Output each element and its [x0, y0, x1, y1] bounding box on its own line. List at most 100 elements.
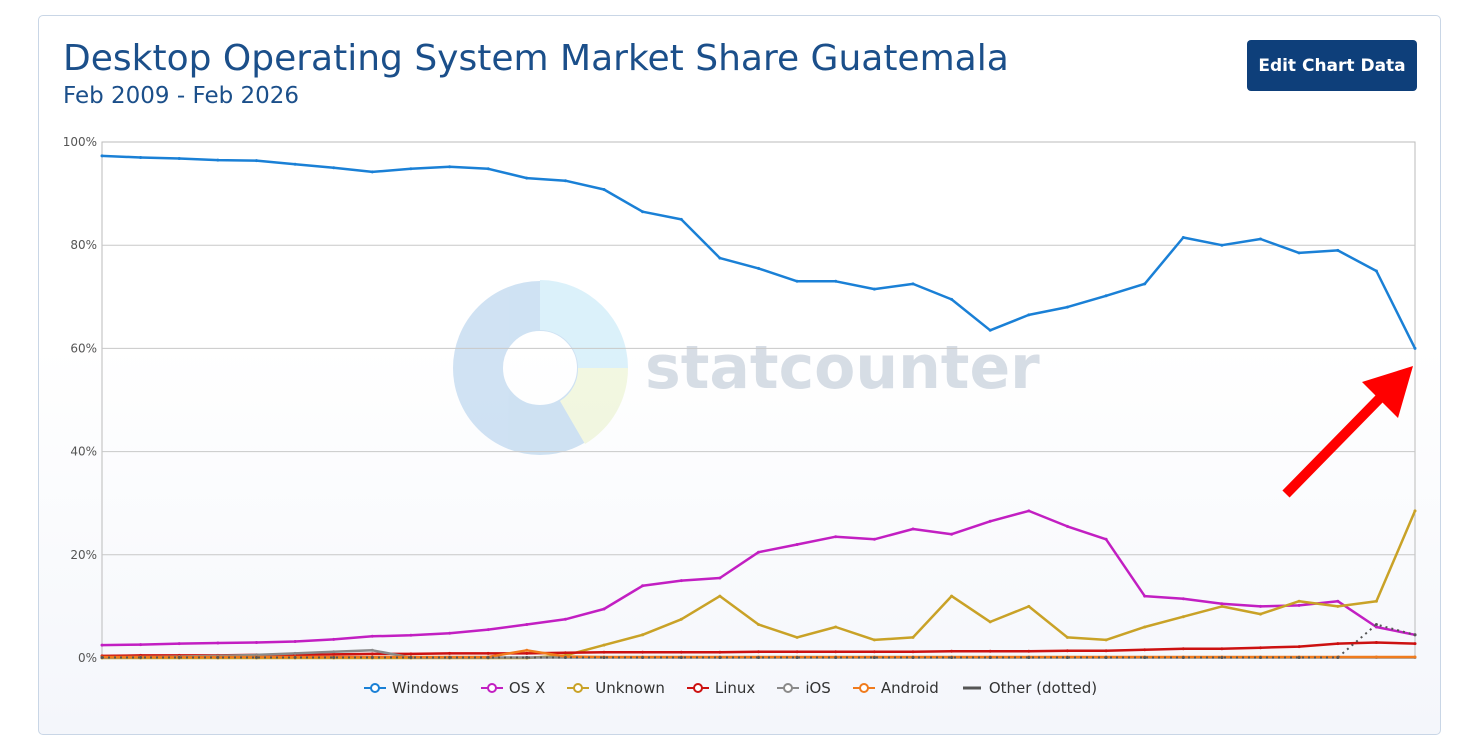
- data-point-windows: [911, 282, 915, 286]
- data-point-os-x: [255, 641, 258, 644]
- data-point-os-x: [988, 519, 992, 523]
- data-point-windows: [486, 167, 490, 171]
- data-point-other-dotted: [525, 656, 529, 659]
- data-point-unknown: [1259, 612, 1262, 616]
- data-point-unknown: [795, 635, 799, 639]
- data-point-unknown: [1104, 638, 1108, 642]
- legend-dot: [369, 683, 380, 693]
- legend-marker-icon: [852, 683, 875, 693]
- data-point-ios: [332, 650, 336, 654]
- series-markers: [100, 154, 1417, 660]
- legend-item-other-dotted[interactable]: Other (dotted): [961, 679, 1097, 697]
- data-point-linux: [988, 649, 992, 653]
- data-point-os-x: [1143, 594, 1147, 598]
- data-point-linux: [602, 650, 606, 654]
- data-point-unknown: [950, 594, 954, 598]
- data-point-other-dotted: [1374, 623, 1378, 626]
- data-point-windows: [834, 279, 838, 283]
- data-point-other-dotted: [293, 656, 297, 659]
- data-point-other-dotted: [370, 656, 374, 659]
- arrow-head: [1362, 366, 1413, 418]
- data-point-other-dotted: [988, 656, 992, 659]
- data-point-windows: [679, 217, 683, 221]
- data-point-android: [1374, 655, 1378, 659]
- legend-item-os-x[interactable]: OS X: [480, 679, 545, 697]
- data-point-linux: [563, 651, 567, 655]
- data-point-other-dotted: [486, 656, 490, 659]
- data-point-unknown: [1027, 604, 1031, 608]
- data-point-other-dotted: [1104, 656, 1108, 659]
- y-tick-label: 60%: [70, 341, 97, 355]
- legend-marker-icon: [962, 686, 981, 690]
- data-point-linux: [950, 649, 954, 653]
- data-point-other-dotted: [177, 656, 181, 659]
- data-point-unknown: [872, 638, 876, 642]
- chart-panel: [38, 15, 1441, 735]
- legend-label: iOS: [805, 679, 831, 697]
- data-point-other-dotted: [641, 656, 645, 659]
- data-point-linux: [1181, 647, 1185, 651]
- statcounter-watermark: statcounter: [453, 280, 1040, 455]
- data-point-os-x: [370, 634, 374, 638]
- legend-item-unknown[interactable]: Unknown: [567, 679, 665, 697]
- data-point-os-x: [332, 637, 336, 641]
- legend-item-ios[interactable]: iOS: [777, 679, 831, 697]
- data-point-unknown: [834, 625, 838, 629]
- legend-item-linux[interactable]: Linux: [686, 679, 755, 697]
- data-point-linux: [525, 651, 529, 655]
- data-point-other-dotted: [1220, 656, 1224, 659]
- data-point-windows: [1220, 243, 1224, 247]
- data-point-linux: [718, 650, 722, 654]
- data-point-other-dotted: [1027, 656, 1031, 659]
- data-point-other-dotted: [1143, 656, 1147, 659]
- data-point-windows: [216, 158, 220, 162]
- data-point-linux: [1143, 648, 1147, 652]
- data-point-os-x: [1336, 599, 1340, 603]
- data-point-windows: [757, 266, 760, 270]
- legend-dot: [858, 683, 869, 693]
- data-point-other-dotted: [1181, 656, 1185, 659]
- legend-dot: [692, 683, 703, 693]
- data-point-os-x: [177, 642, 181, 646]
- data-point-unknown: [679, 617, 683, 621]
- data-point-windows: [641, 210, 645, 214]
- data-point-windows: [1259, 237, 1262, 241]
- legend-dot: [783, 683, 794, 693]
- data-point-unknown: [911, 635, 915, 639]
- data-point-ios: [370, 648, 374, 652]
- data-point-os-x: [1374, 625, 1378, 629]
- data-point-windows: [1181, 236, 1185, 239]
- data-point-android: [525, 648, 529, 652]
- data-point-linux: [795, 650, 799, 654]
- legend-label: Android: [880, 679, 939, 697]
- data-point-unknown: [1297, 599, 1301, 603]
- data-point-os-x: [486, 628, 490, 632]
- legend-item-windows[interactable]: Windows: [363, 679, 459, 697]
- data-point-unknown: [757, 623, 760, 626]
- data-point-unknown: [1065, 635, 1069, 639]
- chart-legend: Windows OS X Unknown Linux iOS Android Other (…: [0, 679, 1461, 697]
- data-point-linux: [679, 650, 683, 654]
- data-point-other-dotted: [950, 656, 954, 659]
- data-point-linux: [1374, 641, 1378, 644]
- data-point-os-x: [1027, 509, 1031, 513]
- data-point-windows: [409, 167, 413, 171]
- legend-item-android[interactable]: Android: [852, 679, 939, 697]
- data-point-os-x: [795, 543, 799, 546]
- data-point-other-dotted: [255, 656, 258, 659]
- legend-dot: [573, 683, 584, 693]
- data-point-other-dotted: [679, 656, 683, 659]
- data-point-windows: [872, 287, 876, 291]
- data-point-other-dotted: [795, 656, 799, 659]
- data-point-unknown: [1336, 604, 1340, 608]
- data-point-other-dotted: [872, 656, 876, 659]
- series-lines: [101, 154, 1417, 660]
- data-point-other-dotted: [1336, 656, 1340, 659]
- data-point-windows: [100, 154, 104, 158]
- data-point-other-dotted: [409, 656, 413, 659]
- data-point-windows: [950, 297, 954, 301]
- edit-chart-data-button[interactable]: Edit Chart Data: [1247, 40, 1417, 91]
- data-point-linux: [1297, 645, 1301, 649]
- data-point-windows: [525, 176, 529, 180]
